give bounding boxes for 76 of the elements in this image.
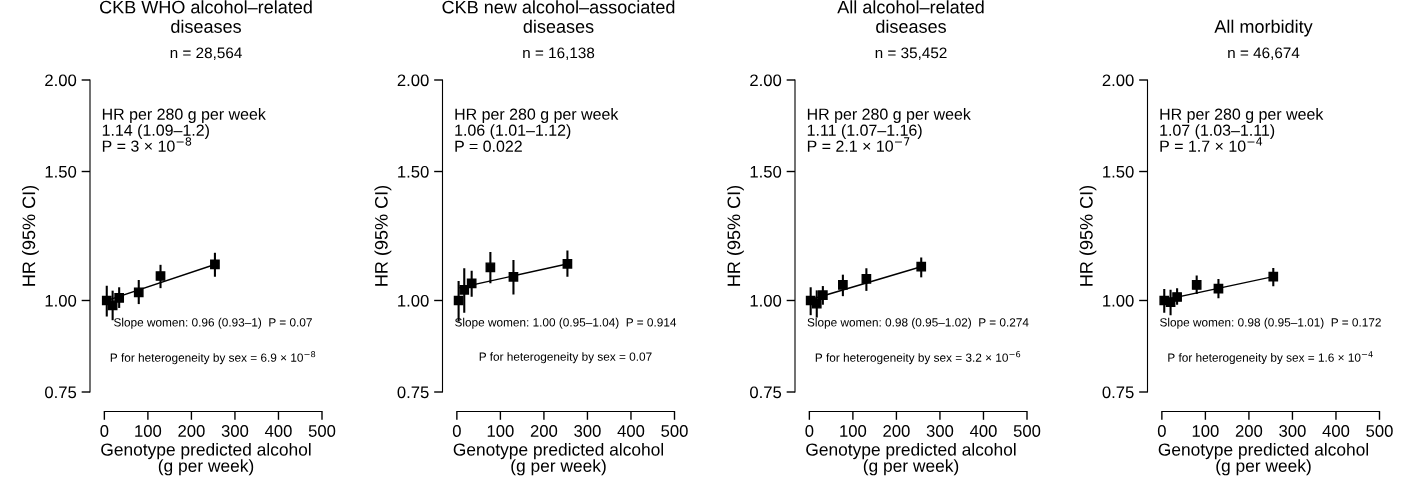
y-axis-title: HR (95% CI) — [1079, 185, 1097, 286]
x-axis-title: Genotype predicted alcohol (g per week) — [1158, 442, 1369, 476]
x-axis-title: Genotype predicted alcohol (g per week) — [453, 442, 664, 476]
annotation: HR per 280 g per week 1.06 (1.01–1.12) P = 0.022 — [455, 108, 619, 152]
annotation: P for heterogeneity by sex = 0.07 — [479, 352, 652, 364]
x-tick-label: 0 — [805, 425, 814, 437]
x-tick-label: 100 — [840, 425, 867, 437]
chart-title: All alcohol–related diseases — [837, 0, 984, 33]
x-tick-label: 500 — [308, 425, 336, 437]
y-tick-label: 2.00 — [1102, 74, 1134, 87]
x-tick-label: 0 — [452, 425, 461, 437]
annotation: Slope women: 0.96 (0.93–1) P = 0.07 — [114, 317, 312, 329]
chart-title: All morbidity — [1214, 19, 1313, 37]
annotation: HR per 280 g per week 1.07 (1.03–1.11) P = 1.7 × 10$^{−4}$ — [1160, 108, 1324, 152]
x-tick-label: 200 — [883, 425, 910, 437]
text: n = 28,564 — [170, 47, 242, 61]
annotation: P for heterogeneity by sex = 6.9 × 10$^{−8}$ — [110, 351, 316, 365]
text: n = 16,138 — [523, 47, 595, 61]
y-tick-label: 0.75 — [750, 386, 782, 399]
y-tick-label: 1.50 — [398, 165, 429, 178]
x-axis-title: Genotype predicted alcohol (g per week) — [101, 442, 311, 476]
x-tick-label: 500 — [661, 425, 688, 437]
y-tick-label: 1.00 — [750, 294, 782, 307]
y-axis-title: HR (95% CI) — [21, 185, 39, 286]
x-axis-title: Genotype predicted alcohol (g per week) — [806, 442, 1016, 476]
chart-title: CKB WHO alcohol–related diseases — [100, 0, 312, 33]
point — [811, 298, 822, 309]
annotation: Slope women: 0.98 (0.95–1.02) P = 0.274 — [807, 317, 1029, 329]
x-tick-label: 200 — [1235, 425, 1263, 437]
x-tick-label: 400 — [264, 425, 292, 437]
x-tick-label: 300 — [574, 425, 601, 437]
point — [838, 280, 848, 290]
y-tick-label: 0.75 — [45, 386, 77, 399]
point — [916, 261, 927, 272]
annotation: HR per 280 g per week 1.11 (1.07–1.16) P = 2.1 × 10$^{−7}$ — [807, 108, 971, 152]
y-tick-label: 2.00 — [397, 74, 429, 87]
annotation: Slope women: 0.98 (0.95–1.01) P = 0.172 — [1160, 317, 1381, 329]
y-axis-title: HR (95% CI) — [726, 185, 744, 286]
x-tick-label: 0 — [1157, 425, 1166, 437]
text: n = 46,674 — [1228, 47, 1300, 61]
y-tick-label: 2.00 — [45, 74, 77, 87]
x-tick-label: 100 — [135, 425, 162, 437]
y-tick-label: 0.75 — [397, 386, 429, 399]
x-tick-label: 200 — [530, 425, 558, 437]
point — [485, 262, 496, 273]
point — [1191, 280, 1202, 290]
x-tick-label: 100 — [487, 425, 514, 437]
y-tick-label: 0.75 — [1102, 386, 1134, 399]
annotation: P for heterogeneity by sex = 3.2 × 10$^{−6}$ — [815, 351, 1021, 365]
x-tick-label: 100 — [1192, 425, 1219, 437]
y-tick-label: 1.00 — [398, 294, 429, 307]
annotation: HR per 280 g per week 1.14 (1.09–1.2) P = 3 × 10$^{−8}$ — [102, 108, 266, 152]
point — [1172, 292, 1182, 302]
x-tick-label: 400 — [969, 425, 997, 437]
y-tick-label: 1.50 — [1103, 165, 1134, 178]
annotation: Slope women: 1.00 (0.95–1.04) P = 0.914 — [455, 317, 677, 329]
x-tick-label: 0 — [100, 425, 109, 437]
x-tick-label: 300 — [221, 425, 249, 437]
y-tick-label: 1.00 — [45, 294, 77, 307]
x-tick-label: 500 — [1013, 425, 1041, 437]
text: n = 35,452 — [875, 47, 947, 61]
point — [155, 271, 166, 281]
chart-title: CKB new alcohol–associated diseases — [442, 0, 675, 33]
x-tick-label: 300 — [1279, 425, 1306, 437]
annotation: P for heterogeneity by sex = 1.6 × 10$^{−4}$ — [1168, 351, 1373, 365]
x-tick-label: 300 — [926, 425, 954, 437]
x-tick-label: 200 — [178, 425, 205, 437]
y-axis-title: HR (95% CI) — [374, 185, 392, 286]
y-tick-label: 1.50 — [45, 165, 77, 178]
x-tick-label: 400 — [1322, 425, 1350, 437]
point — [817, 290, 828, 300]
y-tick-label: 2.00 — [750, 74, 782, 87]
x-tick-label: 500 — [1366, 425, 1393, 437]
x-tick-label: 400 — [617, 425, 645, 437]
y-tick-label: 1.00 — [1103, 294, 1134, 307]
y-tick-label: 1.50 — [750, 165, 782, 178]
